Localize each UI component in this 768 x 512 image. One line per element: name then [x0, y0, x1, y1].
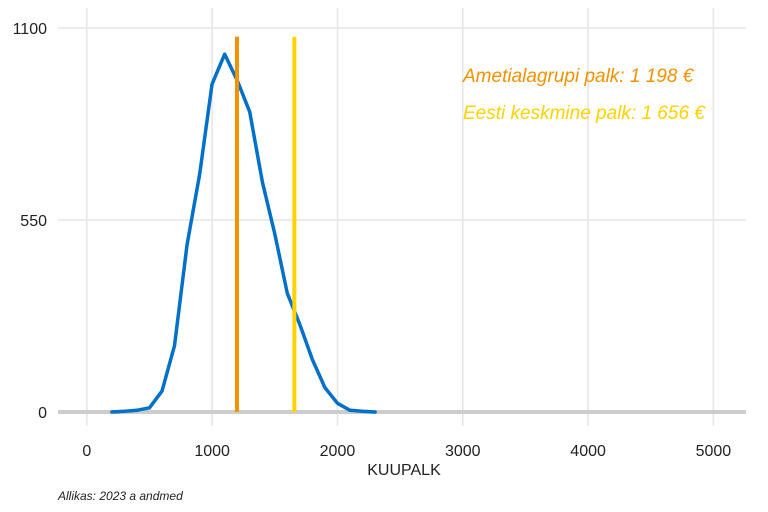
y-tick-label: 1100 — [13, 21, 48, 38]
series-layer — [58, 52, 746, 414]
source-note: Allikas: 2023 a andmed — [58, 489, 183, 503]
x-tick-label: 2000 — [320, 443, 356, 460]
x-axis-label: KUUPALK — [367, 462, 441, 479]
annotations: Ametialagrupi palk: 1 198 € Eesti keskmin… — [462, 66, 706, 124]
occupation-salary-label: Ametialagrupi palk: 1 198 € — [462, 66, 695, 87]
y-tick-label: 0 — [38, 405, 47, 422]
x-tick-label: 0 — [82, 443, 91, 460]
axis-ticks: 0 1000 2000 3000 4000 5000 0 550 1100 — [13, 21, 732, 460]
x-tick-label: 1000 — [194, 443, 230, 460]
x-tick-label: 3000 — [445, 443, 481, 460]
density-line — [110, 52, 377, 414]
y-tick-label: 550 — [20, 213, 47, 230]
x-tick-label: 4000 — [570, 443, 606, 460]
average-salary-label: Eesti keskmine palk: 1 656 € — [463, 103, 706, 124]
reference-lines — [234, 36, 297, 412]
x-tick-label: 5000 — [696, 443, 732, 460]
